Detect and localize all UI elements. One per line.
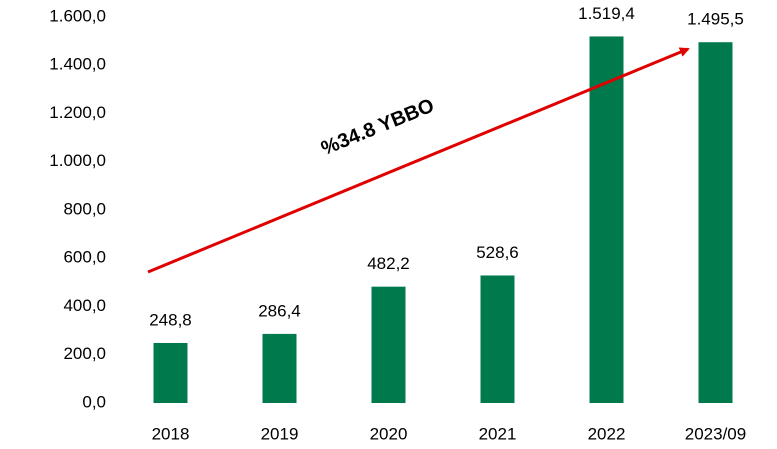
bar: [262, 333, 297, 403]
value-label: 528,6: [476, 243, 519, 262]
x-tick-label: 2020: [370, 424, 408, 443]
y-tick-label: 400,0: [63, 296, 106, 315]
y-tick-label: 800,0: [63, 199, 106, 218]
y-tick-label: 1.600,0: [49, 6, 106, 25]
bar: [589, 36, 624, 403]
y-tick-label: 1.000,0: [49, 151, 106, 170]
value-label: 248,8: [149, 310, 192, 329]
x-tick-label: 2019: [261, 424, 299, 443]
annotation: %34.8 YBBO: [318, 95, 437, 160]
x-tick-label: 2018: [152, 424, 190, 443]
y-tick-label: 0,0: [82, 392, 106, 411]
bar: [480, 275, 515, 403]
value-label: 1.495,5: [687, 10, 744, 29]
value-label: 1.519,4: [578, 4, 635, 23]
x-tick-label: 2022: [588, 424, 626, 443]
y-tick-label: 600,0: [63, 248, 106, 267]
bar: [153, 342, 188, 403]
value-label: 482,2: [367, 254, 410, 273]
value-label: 286,4: [258, 301, 301, 320]
bar: [698, 42, 733, 403]
y-tick-label: 1.400,0: [49, 55, 106, 74]
y-tick-label: 1.200,0: [49, 103, 106, 122]
x-tick-label: 2023/09: [685, 424, 746, 443]
y-tick-label: 200,0: [63, 344, 106, 363]
x-tick-label: 2021: [479, 424, 517, 443]
trend-arrow: [147, 47, 690, 274]
bar: [371, 286, 406, 403]
